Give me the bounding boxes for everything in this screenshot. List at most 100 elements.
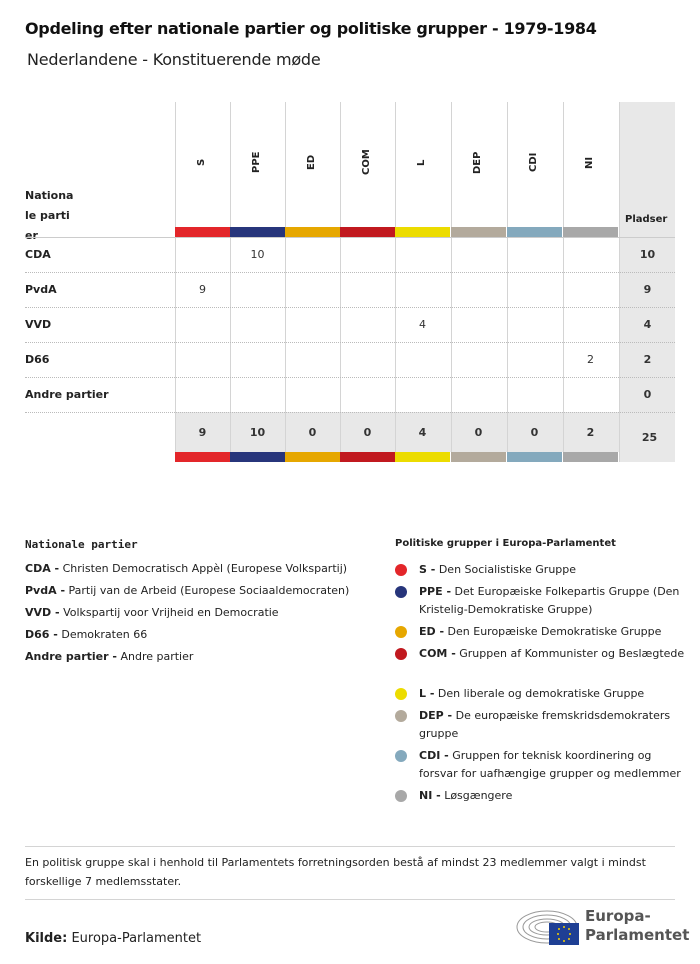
table-cell: 10 (250, 248, 265, 261)
column-divider (340, 102, 341, 462)
table-cell: 2 (587, 353, 594, 366)
party-name: Volkspartij voor Vrijheid en Democratie (63, 606, 279, 619)
total-column-bg (619, 102, 675, 462)
row-total: 10 (639, 248, 656, 261)
group-legend-item: DEP - De europæiske fremskridsdemokrater… (419, 707, 689, 743)
group-name: Den liberale og demokratiske Gruppe (437, 687, 645, 700)
group-legend-item: L - Den liberale og demokratiske Gruppe (419, 685, 689, 703)
party-code: VVD - (25, 606, 60, 619)
column-divider (175, 102, 176, 462)
group-code: NI - (419, 789, 441, 802)
party-code: PvdA - (25, 584, 66, 597)
group-legend-item: CDI - Gruppen for teknisk koordinering o… (419, 747, 689, 783)
group-legend-item: ED - Den Europæiske Demokratiske Gruppe (419, 623, 689, 641)
group-legend-item: NI - Løsgængere (419, 787, 689, 805)
row-label: VVD (25, 318, 52, 331)
group-color-bar (451, 227, 506, 237)
row-label: PvdA (25, 283, 57, 296)
group-color-bar (507, 452, 562, 462)
column-divider (619, 102, 620, 462)
footnote: En politisk gruppe skal i henhold til Pa… (25, 856, 646, 888)
page-title: Opdeling efter nationale partier og poli… (25, 19, 597, 38)
group-color-bar (285, 227, 340, 237)
column-divider (507, 102, 508, 462)
column-total: 0 (308, 426, 317, 439)
total-header: Pladser (625, 214, 668, 225)
column-total: 2 (586, 426, 595, 439)
group-code: DEP - (419, 709, 453, 722)
row-total: 2 (643, 353, 652, 366)
row-total: 4 (643, 318, 652, 331)
header-divider (25, 237, 675, 238)
party-name: Andre partier (120, 650, 194, 663)
row-total: 9 (643, 283, 652, 296)
column-total: 4 (418, 426, 427, 439)
logo-text-1: Europa- (585, 907, 651, 925)
national-legend-item: VVD - Volkspartij voor Vrijheid en Democ… (25, 604, 385, 626)
group-legend-title: Politiske grupper i Europa-Parlamentet (395, 538, 616, 549)
national-legend-item: PvdA - Partij van de Arbeid (Europese So… (25, 582, 385, 604)
group-code: CDI - (419, 749, 449, 762)
group-color-bar (285, 452, 340, 462)
divider (25, 899, 675, 900)
source-value: Europa-Parlamentet (71, 931, 202, 946)
group-name: Den Europæiske Demokratiske Gruppe (447, 625, 662, 638)
row-header: Nationale partier (25, 189, 74, 242)
group-legend-item: S - Den Socialistiske Gruppe (419, 561, 689, 579)
ep-logo: Europa- Parlamentet (515, 907, 689, 947)
group-name: Det Europæiske Folkepartis Gruppe (Den K… (419, 585, 680, 616)
column-divider (230, 102, 231, 462)
logo-text-2: Parlamentet (585, 926, 690, 944)
group-name: Gruppen af Kommunister og Beslægtede (459, 647, 685, 660)
party-name: Demokraten 66 (61, 628, 148, 641)
source: Kilde: Europa-Parlamentet (25, 931, 201, 946)
grand-total: 25 (641, 431, 658, 444)
totals-row-bg (175, 412, 619, 452)
group-color-dot (395, 586, 407, 598)
row-label: Andre partier (25, 388, 109, 401)
table-cell: 9 (199, 283, 206, 296)
row-label: D66 (25, 353, 50, 366)
group-color-dot (395, 688, 407, 700)
national-legend-item: CDA - Christen Democratisch Appèl (Europ… (25, 560, 385, 582)
column-header-l: L (416, 159, 427, 166)
column-header-ni: NI (584, 156, 595, 169)
group-color-bar (451, 452, 506, 462)
group-color-bar (340, 227, 395, 237)
group-color-bar (395, 227, 450, 237)
party-code: CDA - (25, 562, 60, 575)
column-divider (563, 102, 564, 462)
national-legend: Nationale partier CDA - Christen Democra… (25, 536, 385, 670)
group-color-bar (340, 452, 395, 462)
column-divider (451, 102, 452, 462)
column-header-s: S (196, 158, 207, 167)
party-name: Christen Democratisch Appèl (Europese Vo… (62, 562, 348, 575)
row-divider (25, 412, 675, 413)
group-color-bar (563, 227, 618, 237)
group-legend-item: COM - Gruppen af Kommunister og Beslægte… (419, 645, 689, 663)
party-code: Andre partier - (25, 650, 117, 663)
group-name: De europæiske fremskridsdemokraters grup… (419, 709, 671, 740)
party-name: Partij van de Arbeid (Europese Sociaalde… (68, 584, 350, 597)
row-divider (25, 377, 675, 378)
group-code: L - (419, 687, 435, 700)
column-total: 10 (249, 426, 266, 439)
seat-table: Nationale partier Pladser S 9 PPE 10 ED 0 COM 0… (0, 0, 700, 470)
group-name: Den Socialistiske Gruppe (438, 563, 577, 576)
column-total: 9 (198, 426, 207, 439)
group-color-dot (395, 564, 407, 576)
group-color-bar (230, 452, 285, 462)
row-divider (25, 307, 675, 308)
group-color-dot (395, 710, 407, 722)
national-legend-item: D66 - Demokraten 66 (25, 626, 385, 648)
column-header-cdi: CDI (528, 152, 539, 173)
group-color-dot (395, 790, 407, 802)
column-header-ppe: PPE (251, 151, 262, 174)
group-color-bar (507, 227, 562, 237)
column-divider (285, 102, 286, 462)
row-divider (25, 342, 675, 343)
group-code: ED - (419, 625, 445, 638)
national-legend-item: Andre partier - Andre partier (25, 648, 385, 670)
national-legend-title: Nationale partier (25, 538, 138, 551)
group-code: PPE - (419, 585, 452, 598)
